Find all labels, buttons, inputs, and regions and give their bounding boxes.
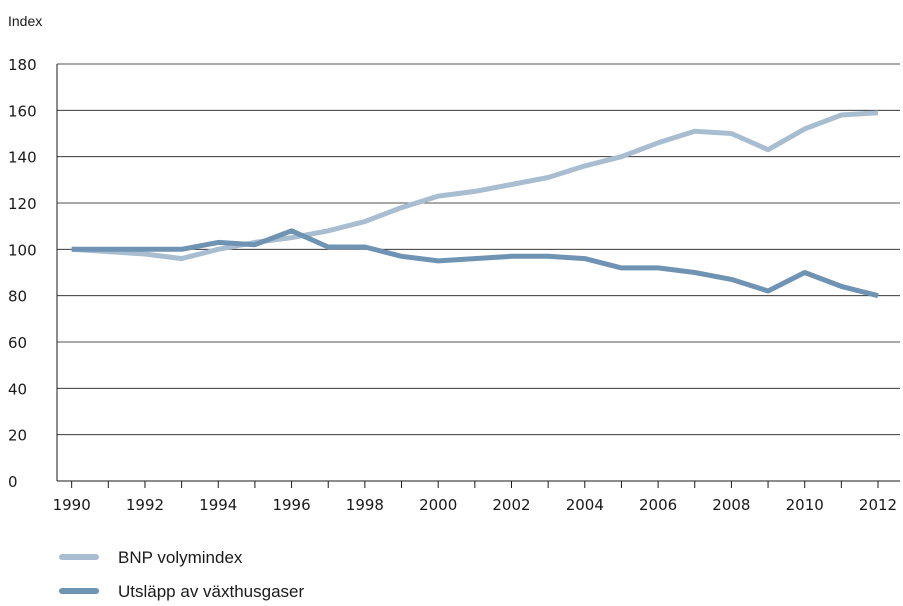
y-tick-label: 40 bbox=[8, 380, 27, 398]
x-tick-label: 1992 bbox=[126, 496, 164, 514]
y-tick-label: 180 bbox=[8, 56, 37, 74]
y-tick-label: 120 bbox=[8, 195, 37, 213]
grid-lines bbox=[57, 63, 900, 436]
x-tick-label: 1990 bbox=[53, 496, 91, 514]
x-tick-label: 2012 bbox=[859, 496, 897, 514]
series-lines bbox=[71, 110, 879, 299]
x-tick-label: 2002 bbox=[492, 496, 530, 514]
legend-label-1: BNP volymindex bbox=[118, 548, 243, 567]
legend-label-2: Utsläpp av växthusgaser bbox=[118, 582, 304, 601]
axes bbox=[56, 64, 900, 488]
y-tick-label: 80 bbox=[8, 288, 27, 306]
y-tick-label: 60 bbox=[8, 334, 27, 352]
series-line-2 bbox=[71, 228, 879, 299]
x-tick-label: 1994 bbox=[199, 496, 237, 514]
x-tick-label: 2010 bbox=[786, 496, 824, 514]
y-tick-label: 160 bbox=[8, 102, 37, 120]
x-tick-label: 2000 bbox=[419, 496, 457, 514]
x-tick-label: 1996 bbox=[272, 496, 310, 514]
y-tick-label: 100 bbox=[8, 241, 37, 259]
x-tick-label: 2008 bbox=[712, 496, 750, 514]
y-tick-label: 140 bbox=[8, 149, 37, 167]
legend: BNP volymindex Utsläpp av växthusgaser bbox=[59, 548, 304, 601]
series-line-1 bbox=[71, 110, 879, 262]
y-tick-label: 0 bbox=[8, 473, 18, 491]
x-tick-labels: 1990 1992 1994 1996 1998 2000 2002 2004 2006 2008… bbox=[53, 496, 898, 514]
x-tick-label: 2006 bbox=[639, 496, 677, 514]
y-axis-title: Index bbox=[8, 13, 42, 29]
x-tick-label: 2004 bbox=[566, 496, 604, 514]
x-tick-label: 1998 bbox=[346, 496, 384, 514]
y-tick-labels: 0 20 40 60 80 100 120 140 160 180 bbox=[8, 56, 37, 491]
y-tick-label: 20 bbox=[8, 427, 27, 445]
